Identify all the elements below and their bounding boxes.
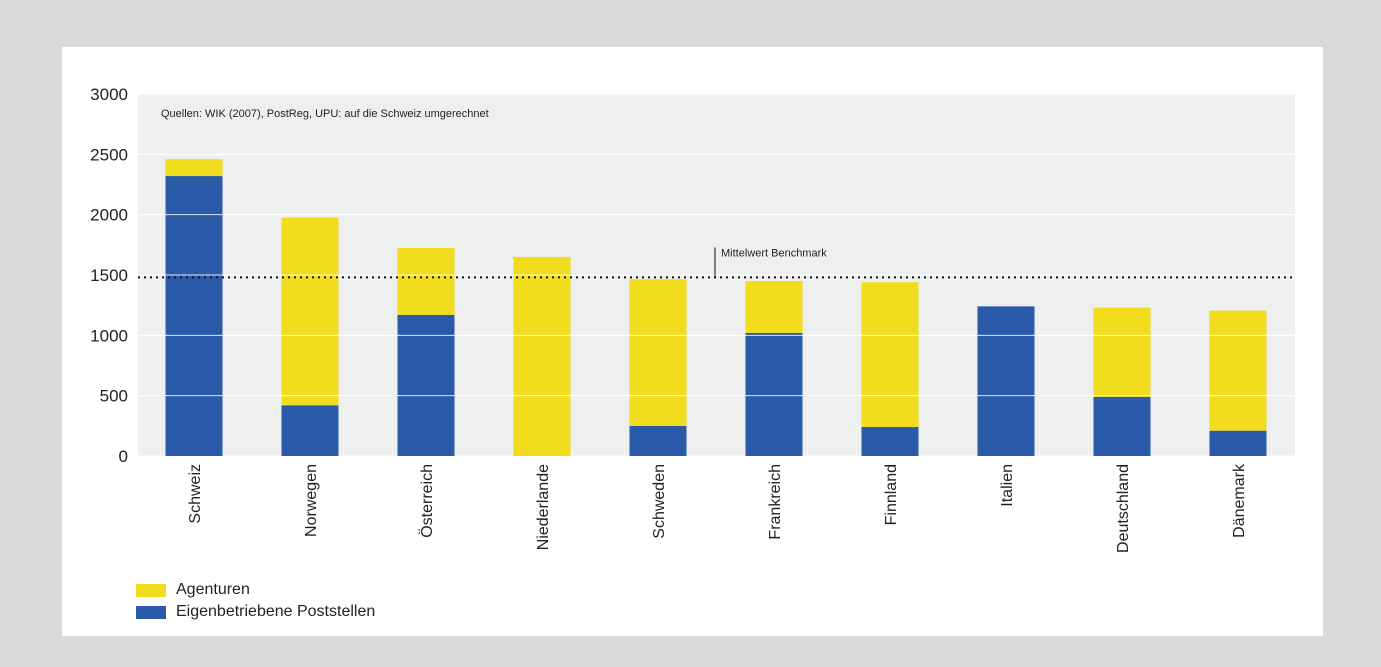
bar-agenturen-niederlande (514, 257, 571, 456)
benchmark-label: Mittelwert Benchmark (721, 247, 827, 259)
x-tick-label: Finnland (883, 464, 900, 525)
bar-eigenbetriebene-poststellen-italien (978, 306, 1035, 456)
x-tick-label: Schweden (651, 464, 668, 539)
x-tick-label: Schweiz (187, 464, 204, 524)
x-tick-label: Italien (999, 464, 1016, 507)
y-tick-label: 3000 (90, 85, 128, 104)
x-tick-label: Frankreich (767, 464, 784, 540)
bar-eigenbetriebene-poststellen-deutschland (1094, 397, 1151, 456)
legend-label-agenturen: Agenturen (176, 581, 250, 599)
bar-eigenbetriebene-poststellen-schweden (630, 426, 687, 456)
bar-agenturen-finnland (862, 282, 919, 427)
bar-eigenbetriebene-poststellen-oesterreich (398, 315, 455, 456)
bar-eigenbetriebene-poststellen-frankreich (746, 333, 803, 456)
y-tick-label: 1500 (90, 266, 128, 285)
bar-agenturen-deutschland (1094, 308, 1151, 397)
y-tick-label: 2500 (90, 145, 128, 164)
bar-agenturen-frankreich (746, 281, 803, 333)
bar-agenturen-schweiz (166, 159, 223, 176)
x-tick-label: Niederlande (535, 464, 552, 550)
y-tick-label: 0 (119, 447, 128, 466)
x-tick-label: Dänemark (1231, 463, 1248, 538)
y-tick-label: 2000 (90, 206, 128, 225)
x-tick-label: Österreich (418, 464, 436, 538)
legend: Agenturen Eigenbetriebene Poststellen (136, 579, 375, 623)
source-annotation: Quellen: WIK (2007), PostReg, UPU: auf d… (161, 108, 489, 120)
bar-agenturen-norwegen (282, 218, 339, 406)
legend-swatch-agenturen (136, 584, 166, 597)
bar-agenturen-oesterreich (398, 248, 455, 315)
x-tick-label: Norwegen (303, 464, 320, 537)
legend-swatch-eigenbetriebene-poststellen (136, 606, 166, 619)
bar-agenturen-daenemark (1210, 311, 1267, 431)
legend-item-eigenbetriebene-poststellen: Eigenbetriebene Poststellen (136, 601, 375, 623)
bar-agenturen-schweden (630, 279, 687, 426)
y-tick-label: 500 (100, 387, 128, 406)
bar-eigenbetriebene-poststellen-daenemark (1210, 431, 1267, 456)
bar-eigenbetriebene-poststellen-finnland (862, 427, 919, 456)
legend-label-eigenbetriebene-poststellen: Eigenbetriebene Poststellen (176, 603, 375, 621)
x-tick-label: Deutschland (1115, 464, 1132, 553)
bar-eigenbetriebene-poststellen-norwegen (282, 405, 339, 456)
y-tick-label: 1000 (90, 326, 128, 345)
bar-eigenbetriebene-poststellen-schweiz (166, 176, 223, 456)
legend-item-agenturen: Agenturen (136, 579, 375, 601)
